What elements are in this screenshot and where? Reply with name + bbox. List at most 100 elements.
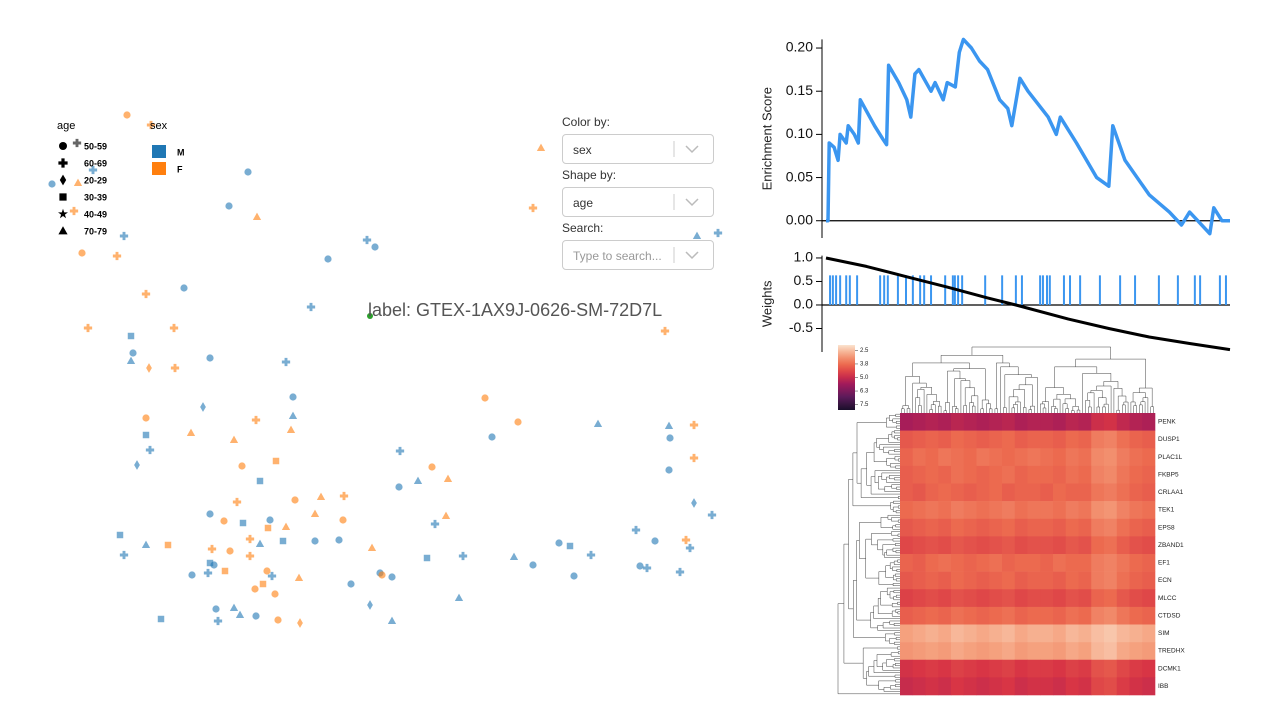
heatmap-cell	[1091, 536, 1105, 555]
heatmap-cell	[938, 536, 952, 555]
dendrogram-branch	[940, 355, 1004, 363]
dendrogram-branch	[896, 486, 900, 490]
heatmap-cell	[989, 465, 1003, 484]
heatmap-cell	[1104, 554, 1118, 572]
heatmap-cell	[900, 413, 914, 431]
heatmap-cell	[1104, 448, 1118, 467]
data-point	[232, 497, 242, 507]
data-point	[536, 143, 546, 152]
data-point	[310, 509, 320, 518]
data-point	[207, 544, 217, 554]
data-point	[642, 563, 652, 573]
heatmap-cell	[1065, 448, 1079, 467]
heatmap-cell	[1065, 518, 1079, 537]
heatmap-cell	[900, 465, 914, 484]
data-point	[272, 457, 280, 465]
row-label: SIM	[1158, 630, 1170, 637]
dendrogram-branch	[895, 637, 900, 641]
heatmap-cell	[1129, 606, 1143, 625]
dropdown-indicator	[673, 247, 699, 263]
row-label: CTDSD	[1158, 612, 1181, 619]
dendrogram-branch	[883, 687, 900, 692]
data-point	[660, 326, 670, 336]
data-point	[367, 543, 377, 552]
data-point	[555, 539, 563, 547]
row-label: TEK1	[1158, 507, 1175, 514]
heatmap-cell	[1104, 677, 1118, 696]
heatmap-cell	[900, 501, 914, 520]
shape-by-label: Shape by:	[562, 168, 617, 182]
dendrogram-branch	[890, 463, 900, 468]
heatmap-cell	[1053, 624, 1067, 643]
heatmap-cell	[1065, 677, 1079, 696]
search-placeholder: Type to search...	[573, 249, 662, 263]
heatmap-cell	[1129, 465, 1143, 484]
dendrogram-branch	[1150, 406, 1154, 413]
data-point	[69, 206, 79, 216]
dendrogram-branch	[877, 625, 900, 631]
heatmap-cell	[1027, 589, 1041, 608]
heatmap-cell	[1104, 624, 1118, 643]
heatmap-cell	[1053, 536, 1067, 555]
heatmap-cell	[1053, 413, 1067, 431]
heatmap-cell	[1002, 642, 1016, 661]
heatmap-cell	[951, 501, 965, 520]
dendrogram-branch	[892, 506, 899, 512]
heatmap-cell	[938, 606, 952, 625]
dendrogram-branch	[859, 522, 881, 559]
heatmap-cell	[938, 589, 952, 608]
heatmap-cell	[900, 642, 914, 661]
row-label: ZBAND1	[1158, 542, 1184, 549]
heatmap-cell	[1027, 677, 1041, 696]
heatmap-cell	[1104, 571, 1118, 590]
heatmap-cell	[951, 430, 965, 449]
dendrogram-branch	[877, 539, 893, 551]
heatmap-cell	[1129, 430, 1143, 449]
dendrogram-branch	[894, 658, 900, 662]
dendrogram-branch	[873, 442, 887, 463]
dendrogram-branch	[1003, 407, 1007, 413]
heatmap-cell	[1027, 536, 1041, 555]
y-tick-label: 0.00	[786, 211, 813, 227]
dendrogram-branch	[980, 408, 984, 413]
dendrogram-branch	[878, 680, 896, 690]
heatmap-cell	[1116, 554, 1130, 572]
heatmap-cell	[976, 483, 990, 502]
heatmap-cell	[1142, 448, 1156, 467]
heatmap-cell	[938, 430, 952, 449]
dendrogram-branch	[891, 431, 895, 438]
heatmap-cell	[912, 554, 926, 572]
heatmap-cell	[1129, 589, 1143, 608]
dendrogram-branch	[895, 413, 900, 417]
heatmap-cell	[925, 483, 939, 502]
data-point	[226, 547, 234, 555]
heatmap-cell	[1129, 677, 1143, 696]
dendrogram-branch	[889, 562, 895, 569]
dendrogram-branch	[876, 654, 892, 667]
heatmap-cell	[912, 518, 926, 537]
heatmap-cell	[925, 606, 939, 625]
heatmap-cell	[989, 606, 1003, 625]
data-point	[306, 302, 316, 312]
data-point	[339, 491, 349, 501]
shape-by-select[interactable]: age	[562, 187, 714, 217]
heatmap-cell	[1129, 483, 1143, 502]
heatmap-cell	[1065, 571, 1079, 590]
data-point	[281, 522, 291, 531]
heatmap-cell	[912, 448, 926, 467]
dendrogram-branch	[897, 505, 900, 509]
heatmap-cell	[1078, 518, 1092, 537]
data-point	[259, 580, 267, 588]
dendrogram-branch	[896, 425, 900, 429]
search-input[interactable]: Type to search...	[562, 240, 714, 270]
heatmap-cell	[989, 571, 1003, 590]
dropdown-indicator	[673, 141, 699, 157]
heatmap-cell	[1142, 624, 1156, 643]
heatmap-cell	[1116, 677, 1130, 696]
data-point	[689, 453, 699, 463]
color-by-select[interactable]: sex	[562, 134, 714, 164]
dendrogram-branch	[893, 560, 900, 565]
dendrogram-branch	[1011, 407, 1015, 413]
heatmap-cell	[1142, 589, 1156, 608]
heatmap-cell	[938, 677, 952, 696]
